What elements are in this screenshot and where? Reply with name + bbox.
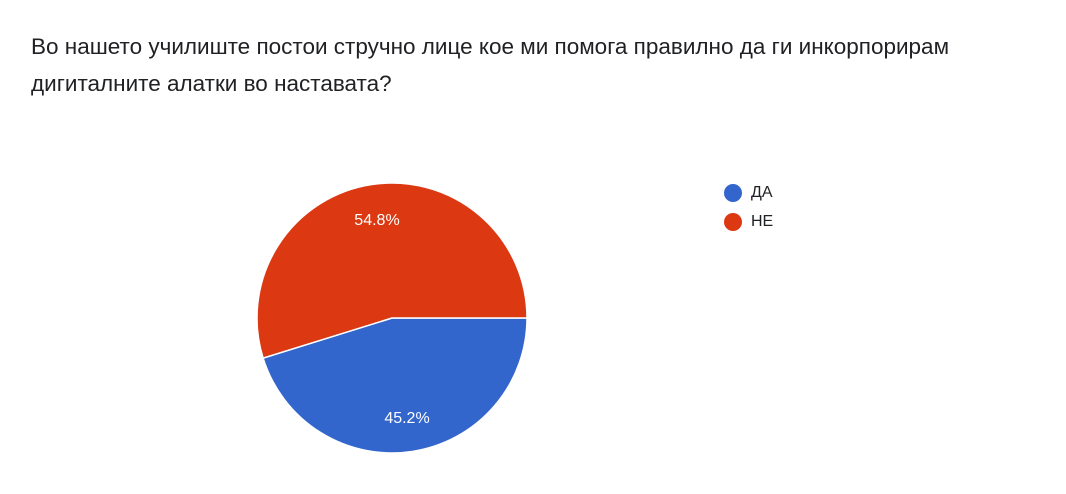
pie-slice-labels: 45.2% 54.8% (354, 212, 429, 427)
pie-slices (256, 182, 528, 454)
pie-slice-label-ne: 54.8% (354, 212, 399, 229)
legend-label-ne: НЕ (751, 213, 774, 230)
legend-item-da: ДА (724, 181, 773, 205)
legend-swatch-da (724, 184, 742, 202)
legend-item-ne: НЕ (724, 210, 773, 234)
question-title: Во нашето училиште постои стручно лице к… (31, 34, 950, 96)
legend-label-da: ДА (751, 184, 773, 201)
pie-slice-ne (256, 182, 528, 360)
legend-swatch-ne (724, 213, 742, 231)
pie-slice-label-da: 45.2% (384, 410, 429, 427)
chart-legend: ДА НЕ (724, 181, 773, 239)
pie-slice-da (262, 317, 528, 454)
